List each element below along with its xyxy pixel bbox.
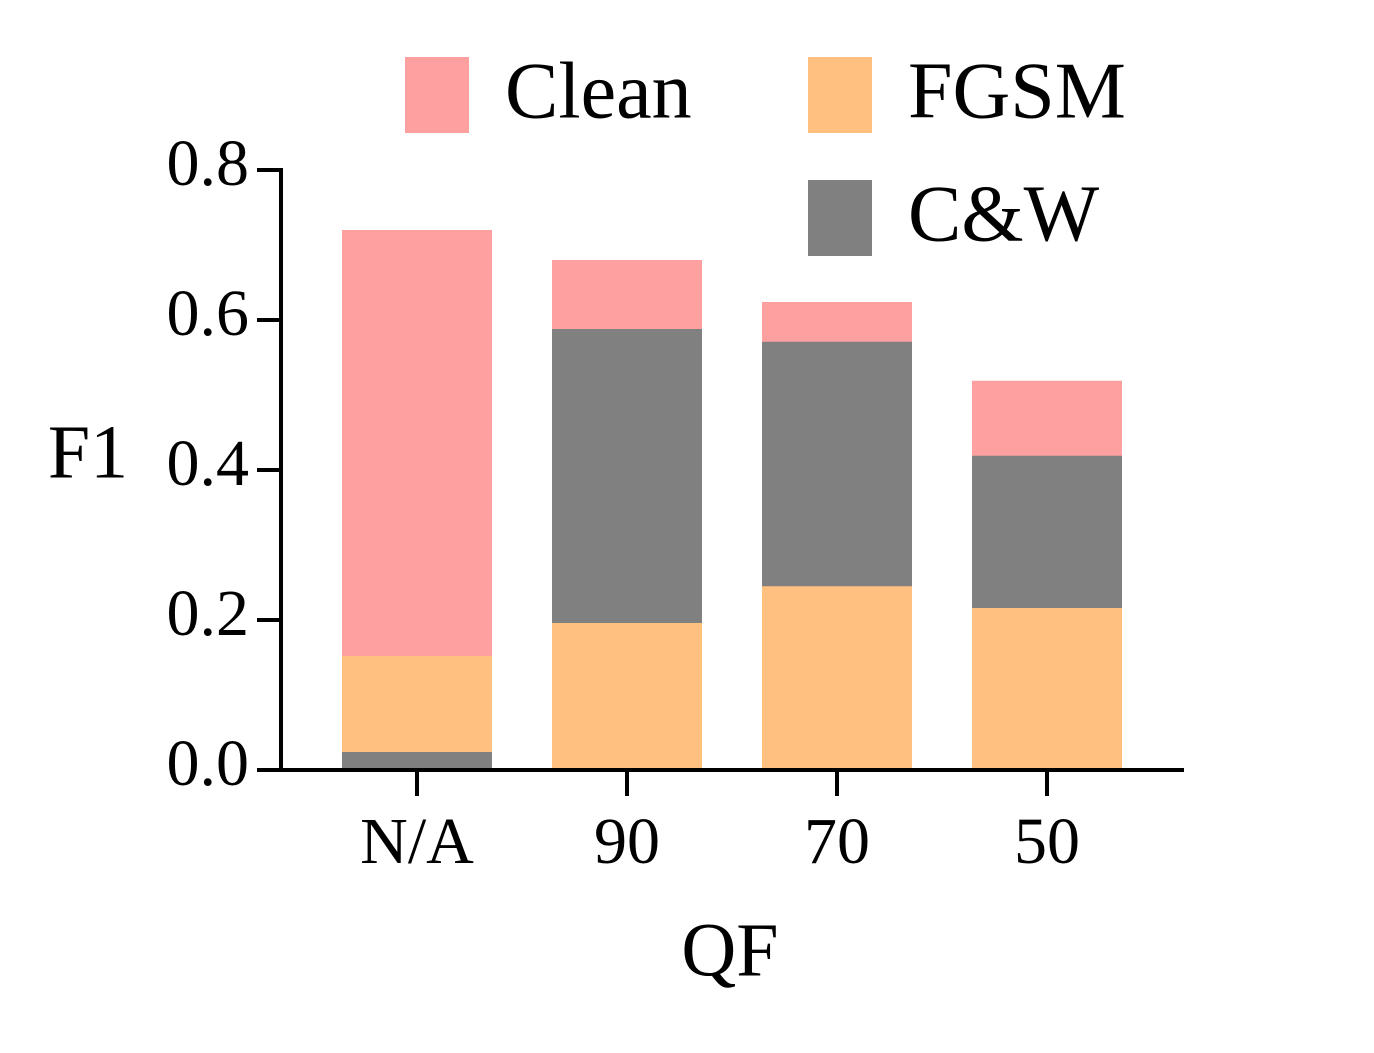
y-tick-label: 0.8 xyxy=(167,127,250,200)
bar xyxy=(972,608,1122,770)
legend-swatch xyxy=(405,57,469,133)
legend-label: Clean xyxy=(505,47,692,135)
bar xyxy=(552,623,702,770)
bar xyxy=(342,752,492,770)
bar xyxy=(762,586,912,770)
y-tick-label: 0.4 xyxy=(167,427,250,500)
legend-label: C&W xyxy=(908,170,1100,258)
legend-swatch xyxy=(808,180,872,256)
y-axis-label: F1 xyxy=(48,410,128,494)
x-tick-label: N/A xyxy=(360,805,474,878)
bar xyxy=(342,656,492,770)
y-tick-label: 0.0 xyxy=(167,727,250,800)
legend-label: FGSM xyxy=(908,47,1126,135)
x-axis-label: QF xyxy=(681,908,778,992)
x-tick-label: 70 xyxy=(804,805,870,878)
y-tick-label: 0.6 xyxy=(167,277,250,350)
legend-swatch xyxy=(808,57,872,133)
x-tick-label: 90 xyxy=(594,805,660,878)
x-tick-label: 50 xyxy=(1014,805,1080,878)
y-tick-label: 0.2 xyxy=(167,577,250,650)
